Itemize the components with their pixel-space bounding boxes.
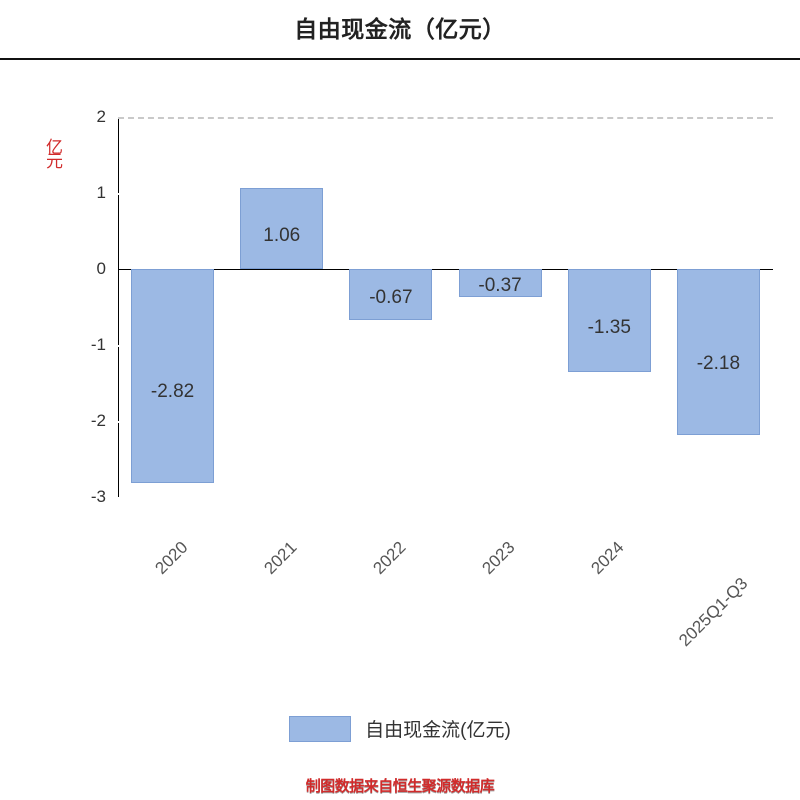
y-tick-label: 1 <box>96 183 106 202</box>
y-tick-label: -3 <box>90 487 106 506</box>
x-tick-label: 2022 <box>369 537 410 578</box>
gridline--3 <box>118 497 773 499</box>
bar[interactable] <box>567 269 651 372</box>
bar-value-label: -2.82 <box>150 381 195 403</box>
bar[interactable] <box>676 269 760 435</box>
y-tick-label: -2 <box>90 411 106 430</box>
gridline-2 <box>118 117 773 119</box>
y-tick-label: -1 <box>90 335 106 354</box>
chart-title: 自由现金流（亿元） <box>294 16 506 42</box>
bar-value-label: -1.35 <box>587 316 631 338</box>
bar[interactable] <box>131 269 215 484</box>
bar[interactable] <box>458 269 542 298</box>
gridline--1 <box>118 345 773 347</box>
source-note-shadow: 制图数据来自恒生聚源数据库 <box>305 779 495 796</box>
bar-value-label: 1.06 <box>263 224 301 246</box>
x-tick-label: 2024 <box>587 537 628 578</box>
y-tick-label: 2 <box>96 107 106 126</box>
y-tick-label: 0 <box>96 259 106 278</box>
plot-area: 2 1 0 -1 -2 -3 -2.82 2020 1.06 2021 -0.67 2022 -0.37… <box>91 107 773 650</box>
bar[interactable] <box>240 188 324 269</box>
bar-value-label: -2.18 <box>696 353 741 375</box>
source-note: 制图数据来自恒生聚源数据库 <box>305 778 495 795</box>
x-tick-label: 2021 <box>260 537 301 578</box>
chart-legend: 自由现金流(亿元) <box>0 715 800 742</box>
x-tick-label: 2023 <box>478 537 519 578</box>
legend-swatch-free-cash-flow <box>289 715 352 742</box>
x-tick-label: 2025Q1-Q3 <box>675 573 752 651</box>
bar-value-label: -0.67 <box>369 286 413 308</box>
y-axis-line <box>118 117 119 497</box>
bar[interactable] <box>349 269 433 320</box>
gridline-0 <box>118 269 773 270</box>
y-axis-label: 亿元 <box>43 138 62 166</box>
x-tick-label: 2020 <box>150 537 192 578</box>
title-divider <box>0 58 800 60</box>
bar-value-label: -0.37 <box>478 275 522 296</box>
gridline--2 <box>118 421 773 423</box>
gridline-1 <box>118 193 773 195</box>
legend-label-free-cash-flow: 自由现金流(亿元) <box>365 720 511 741</box>
